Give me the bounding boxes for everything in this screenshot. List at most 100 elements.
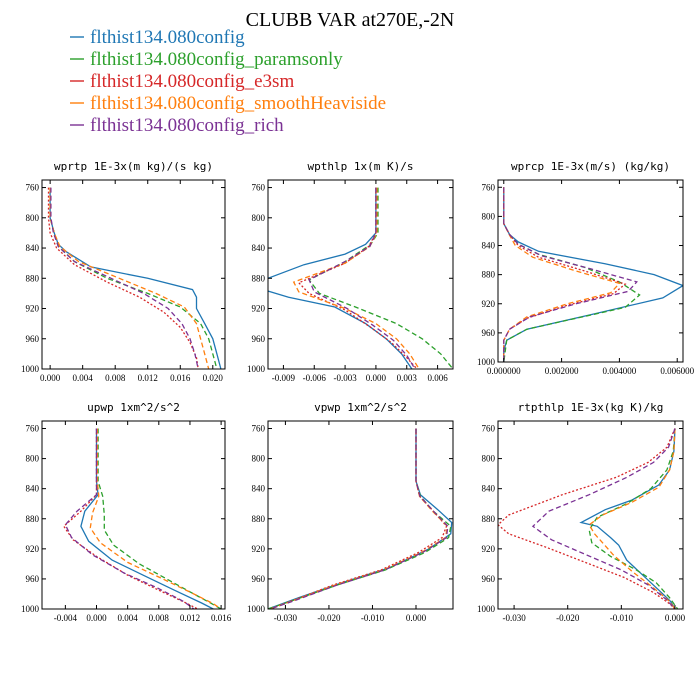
legend-label-paramsonly: flthist134.080config_paramsonly: [90, 49, 343, 70]
y-tick-label: 800: [26, 213, 40, 223]
series-line-smoothHeaviside: [588, 428, 676, 609]
x-tick-label: 0.000: [406, 613, 427, 623]
x-tick-label: 0.008: [105, 373, 126, 383]
x-tick-label: 0.003: [397, 373, 418, 383]
series-line-rich: [503, 187, 638, 362]
x-tick-label: 0.016: [211, 613, 232, 623]
series-line-paramsonly: [49, 187, 218, 369]
x-tick-label: 0.012: [180, 613, 200, 623]
panel-title: rtpthlp 1E-3x(kg K)/kg: [518, 401, 664, 414]
plot-frame: [41, 420, 226, 610]
series-line-rich: [531, 428, 676, 609]
y-tick-label: 1000: [247, 364, 266, 374]
x-tick-label: 0.006000: [660, 366, 694, 376]
y-tick-label: 840: [26, 243, 40, 253]
panel-title: wprtp 1E-3x(m kg)/(s kg): [54, 160, 213, 173]
x-tick-label: -0.020: [317, 613, 341, 623]
series-line-paramsonly: [503, 187, 641, 362]
y-tick-label: 960: [26, 334, 40, 344]
series-line-rich: [50, 187, 199, 369]
y-tick-label: 760: [26, 183, 40, 193]
x-tick-label: 0.000: [86, 613, 107, 623]
series-line-rich: [308, 187, 416, 369]
y-tick-label: 840: [252, 243, 266, 253]
series-line-config: [503, 187, 683, 362]
x-tick-label: -0.006: [303, 373, 327, 383]
panel-4: vpwp 1xm^2/s^2 760 800 840 880 920 960 1000 -0.0…: [247, 401, 454, 623]
series-line-paramsonly: [308, 187, 453, 369]
y-tick-label: 840: [252, 484, 266, 494]
y-tick-label: 1000: [21, 604, 40, 614]
series-line-rich: [269, 428, 449, 609]
panel-title: vpwp 1xm^2/s^2: [314, 401, 407, 414]
panel-title: wpthlp 1x(m K)/s: [308, 160, 414, 173]
x-tick-label: -0.010: [361, 613, 385, 623]
y-tick-label: 800: [482, 211, 496, 221]
y-tick-label: 840: [482, 484, 496, 494]
series-line-config: [579, 428, 676, 609]
series-line-e3sm: [269, 428, 448, 609]
series-line-config: [80, 428, 214, 609]
y-tick-label: 800: [482, 454, 496, 464]
plot-frame: [267, 179, 454, 370]
y-tick-label: 920: [252, 304, 266, 314]
plot-frame: [497, 420, 684, 610]
series-line-paramsonly: [97, 428, 222, 609]
series-line-e3sm: [503, 187, 627, 362]
panel-title: wprcp 1E-3x(m/s) (kg/kg): [511, 160, 670, 173]
panels: wprtp 1E-3x(m kg)/(s kg) 760 800 840 880 920 9…: [21, 160, 695, 623]
x-tick-label: 0.000000: [487, 366, 521, 376]
panel-5: rtpthlp 1E-3x(kg K)/kg 760 800 840 880 920 960…: [477, 401, 686, 623]
x-tick-label: 0.012: [138, 373, 158, 383]
figure-title: CLUBB VAR at270E,-2N: [246, 9, 455, 31]
legend-label-rich: flthist134.080config_rich: [90, 115, 284, 136]
panel-1: wpthlp 1x(m K)/s 760 800 840 880 920 960 1000 -0…: [247, 160, 454, 383]
series-line-paramsonly: [588, 428, 679, 609]
legend-label-config: flthist134.080config: [90, 27, 245, 48]
y-tick-label: 800: [252, 454, 266, 464]
legend: flthist134.080configflthist134.080config…: [70, 27, 386, 136]
y-tick-label: 760: [252, 424, 266, 434]
series-line-smoothHeaviside: [49, 187, 210, 369]
x-tick-label: 0.000: [40, 373, 61, 383]
plot-frame: [267, 420, 454, 610]
x-tick-label: -0.030: [502, 613, 526, 623]
y-tick-label: 840: [26, 484, 40, 494]
y-tick-label: 1000: [477, 604, 496, 614]
x-tick-label: 0.008: [149, 613, 170, 623]
series-line-config: [49, 187, 222, 369]
legend-label-smoothHeaviside: flthist134.080config_smoothHeaviside: [90, 93, 386, 114]
y-tick-label: 960: [26, 574, 40, 584]
y-tick-label: 880: [252, 514, 266, 524]
x-tick-label: 0.004: [73, 373, 94, 383]
plot-frame: [41, 179, 226, 370]
x-tick-label: 0.000: [665, 613, 686, 623]
y-tick-label: 880: [26, 273, 40, 283]
plot-frame: [497, 179, 684, 363]
y-tick-label: 880: [482, 270, 496, 280]
y-tick-label: 1000: [247, 604, 266, 614]
x-tick-label: 0.016: [170, 373, 191, 383]
series-line-e3sm: [498, 428, 676, 609]
x-tick-label: 0.020: [203, 373, 224, 383]
series-line-e3sm: [297, 187, 418, 369]
panel-0: wprtp 1E-3x(m kg)/(s kg) 760 800 840 880 920 9…: [21, 160, 226, 383]
y-tick-label: 920: [26, 304, 40, 314]
x-tick-label: -0.003: [333, 373, 357, 383]
y-tick-label: 960: [252, 334, 266, 344]
x-tick-label: -0.009: [272, 373, 296, 383]
y-tick-label: 1000: [477, 357, 496, 367]
x-tick-label: 0.002000: [545, 366, 579, 376]
y-tick-label: 920: [482, 299, 496, 309]
series-line-e3sm: [62, 428, 198, 609]
x-tick-label: 0.006: [427, 373, 448, 383]
x-tick-label: 0.004: [118, 613, 139, 623]
y-tick-label: 920: [482, 544, 496, 554]
y-tick-label: 800: [26, 454, 40, 464]
x-tick-label: -0.030: [274, 613, 298, 623]
y-tick-label: 760: [482, 424, 496, 434]
series-line-config: [268, 428, 453, 609]
x-tick-label: 0.004000: [603, 366, 637, 376]
y-tick-label: 800: [252, 213, 266, 223]
